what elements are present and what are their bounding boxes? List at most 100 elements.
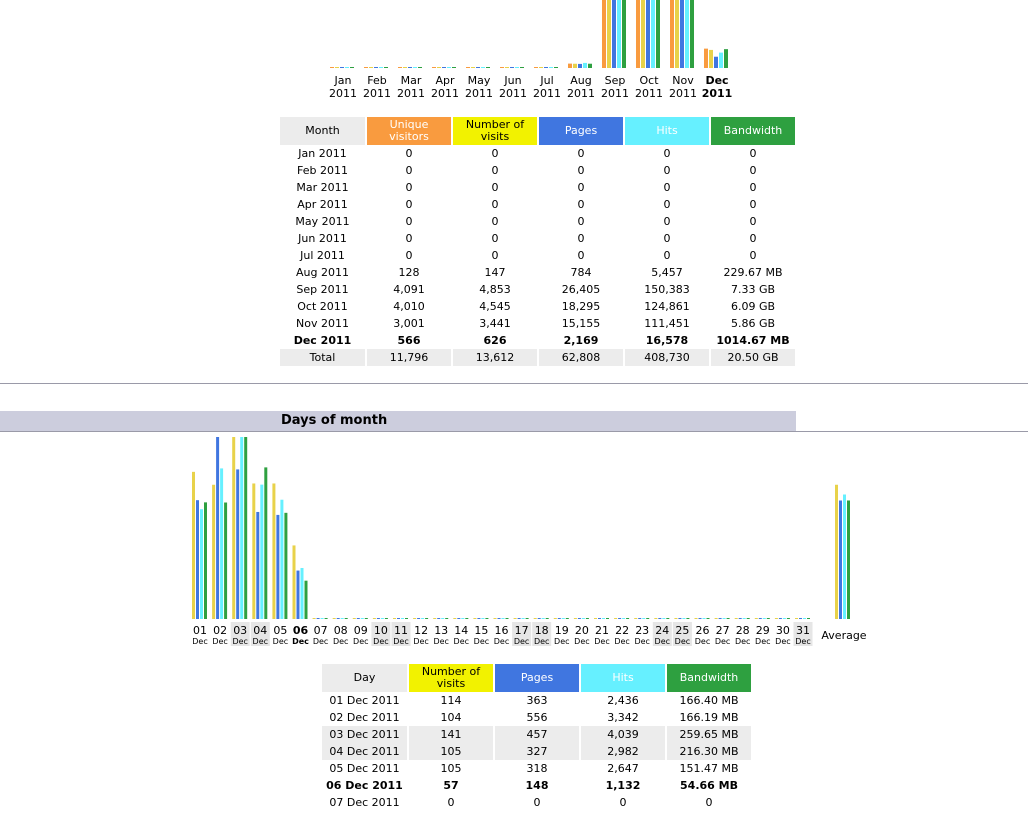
day-bar-hits-12 — [421, 618, 425, 619]
value-cell: 0 — [663, 181, 671, 194]
day-bar-hits-10 — [380, 618, 384, 619]
day-month-label: Dec — [474, 637, 489, 646]
total-cell: 13,612 — [453, 349, 537, 366]
day-bar-hits-13 — [441, 618, 445, 619]
day-month-label: Dec — [454, 637, 469, 646]
day-month-label: Dec — [192, 637, 207, 646]
bar-unique-2 — [398, 67, 402, 68]
bar-bandwidth_mb-9 — [656, 0, 660, 68]
day-bar-visits-04 — [252, 483, 256, 619]
weekend-highlight — [652, 622, 672, 646]
weekend-highlight — [532, 622, 552, 646]
value-cell: 0 — [405, 249, 413, 262]
value-cell: 26,405 — [561, 283, 601, 296]
day-tick-label: 16 — [495, 624, 509, 637]
col-hits: Hits — [581, 664, 665, 692]
month-tick-label: Dec — [705, 74, 728, 87]
value-cell: 7.33 GB — [730, 283, 776, 296]
day-bar-pages-23 — [638, 618, 642, 619]
day-bar-visits-09 — [352, 618, 356, 619]
day-bar-hits-02 — [220, 468, 224, 619]
day-bar-hits-25 — [682, 618, 686, 619]
day-tick-label: 04 — [253, 624, 267, 637]
day-bar-bandwidth_mb-08 — [344, 618, 348, 619]
month-cell: May 2011 — [295, 215, 350, 228]
value-cell: 5.86 GB — [730, 317, 776, 330]
month-cell: Mar 2011 — [296, 181, 349, 194]
day-month-label: Dec — [574, 637, 589, 646]
day-month-label: Dec — [795, 637, 810, 646]
month-tick-label: Jul — [539, 74, 553, 87]
day-month-label: Dec — [634, 637, 649, 646]
average-bar-visits — [835, 484, 838, 619]
day-bar-visits-16 — [493, 618, 497, 619]
day-month-label: Dec — [413, 637, 428, 646]
day-month-label: Dec — [494, 637, 509, 646]
day-month-label: Dec — [393, 637, 408, 646]
day-bar-hits-06 — [300, 567, 304, 619]
day-bar-hits-26 — [702, 618, 706, 619]
average-label: Average — [821, 629, 866, 642]
day-tick-label: 10 — [374, 624, 388, 637]
bar-bandwidth_mb-1 — [384, 67, 388, 68]
value-cell: 3,342 — [607, 711, 639, 724]
day-bar-hits-05 — [280, 499, 284, 619]
total-cell: 408,730 — [625, 349, 709, 366]
bar-hits-4 — [481, 67, 485, 68]
day-bar-hits-28 — [742, 618, 746, 619]
day-bar-visits-08 — [332, 618, 336, 619]
value-cell: 0 — [577, 198, 585, 211]
day-bar-hits-15 — [481, 618, 485, 619]
month-cell: Dec 2011 — [293, 334, 352, 347]
value-cell: 0 — [577, 164, 585, 177]
bar-visits-8 — [607, 0, 611, 68]
value-cell: 54.66 MB — [680, 779, 738, 792]
bar-unique-6 — [534, 67, 538, 68]
day-cell: 03 Dec 2011 — [322, 726, 407, 743]
value-cell: 0 — [663, 215, 671, 228]
bar-bandwidth_mb-4 — [486, 67, 490, 68]
day-cell: 06 Dec 2011 — [326, 779, 403, 792]
day-bar-pages-07 — [316, 618, 320, 619]
bar-visits-3 — [437, 67, 441, 68]
value-cell: 0 — [405, 232, 413, 245]
value-cell: 2,169 — [563, 334, 599, 347]
day-bar-bandwidth_mb-01 — [204, 502, 207, 619]
day-tick-label: 14 — [454, 624, 468, 637]
average-bar-hits — [843, 494, 846, 619]
day-bar-hits-29 — [762, 618, 766, 619]
day-bar-visits-12 — [413, 618, 417, 619]
bar-pages-9 — [646, 0, 650, 68]
day-cell: 05 Dec 2011 — [329, 762, 400, 775]
day-cell: 01 Dec 2011 — [329, 694, 400, 707]
value-cell: 151.47 MB — [679, 762, 739, 775]
day-bar-pages-31 — [799, 618, 802, 619]
average-bar-pages — [839, 500, 842, 619]
day-bar-bandwidth_mb-03 — [244, 437, 248, 619]
day-bar-pages-15 — [477, 618, 481, 619]
day-tick-label: 28 — [736, 624, 750, 637]
day-bar-pages-21 — [598, 618, 601, 619]
day-bar-hits-16 — [501, 618, 505, 619]
bar-visits-2 — [403, 67, 407, 68]
value-cell: 104 — [440, 711, 462, 724]
value-cell: 216.30 MB — [667, 743, 751, 760]
day-month-label: Dec — [273, 637, 288, 646]
weekend-highlight — [793, 622, 813, 646]
table-header-row: Month Unique visitors Number of visits P… — [280, 117, 795, 145]
day-bar-pages-14 — [457, 618, 461, 619]
bar-visits-6 — [539, 67, 543, 68]
day-bar-hits-09 — [360, 618, 364, 619]
day-bar-visits-21 — [594, 618, 597, 619]
day-bar-hits-07 — [320, 618, 324, 619]
month-tick-label: Sep — [605, 74, 626, 87]
bar-unique-0 — [330, 67, 334, 68]
weekend-highlight — [391, 622, 411, 646]
day-month-label: Dec — [594, 637, 609, 646]
day-bar-bandwidth_mb-22 — [626, 618, 630, 619]
day-month-label: Dec — [232, 637, 247, 646]
table-row: 07 Dec 2011 0 0 0 0 — [322, 794, 751, 811]
col-day: Day — [322, 664, 407, 692]
day-bar-pages-30 — [778, 618, 782, 619]
weekend-highlight — [230, 622, 250, 646]
